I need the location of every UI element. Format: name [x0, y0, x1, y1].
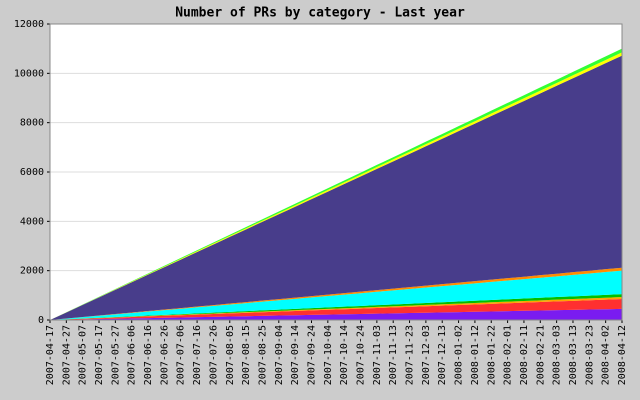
- x-tick-label: 2007-08-25: [257, 325, 268, 385]
- area: [50, 299, 622, 320]
- y-tick-label: 0: [38, 315, 44, 326]
- x-tick-label: 2007-04-17: [45, 325, 56, 385]
- x-tick-label: 2007-08-05: [225, 325, 236, 385]
- area: [50, 267, 622, 320]
- area: [50, 294, 622, 320]
- x-tick-label: 2007-10-14: [339, 325, 350, 385]
- x-tick-label: 2008-02-11: [519, 325, 530, 385]
- x-tick-label: 2007-06-06: [127, 325, 138, 385]
- x-tick-label: 2007-10-04: [323, 325, 334, 385]
- x-tick-label: 2008-01-12: [470, 325, 481, 385]
- x-tick-label: 2007-09-04: [274, 325, 285, 385]
- x-tick-label: 2007-12-13: [437, 325, 448, 385]
- y-tick-label: 2000: [20, 266, 44, 277]
- y-tick-label: 4000: [20, 216, 44, 227]
- x-tick-label: 2007-10-24: [356, 325, 367, 385]
- x-tick-label: 2007-11-23: [405, 325, 416, 385]
- x-tick-label: 2007-11-13: [388, 325, 399, 385]
- x-tick-label: 2008-01-22: [486, 325, 497, 385]
- plot-border: [49, 23, 623, 321]
- x-tick-label: 2007-06-16: [143, 325, 154, 385]
- x-tick-label: 2007-11-03: [372, 325, 383, 385]
- area: [50, 55, 622, 320]
- chart-title: Number of PRs by category - Last year: [175, 6, 465, 21]
- x-tick-label: 2008-03-13: [568, 325, 579, 385]
- x-tick-label: 2007-05-17: [94, 325, 105, 385]
- x-tick-label: 2008-03-03: [552, 325, 563, 385]
- area: [50, 48, 622, 321]
- y-tick-label: 6000: [20, 167, 44, 178]
- x-tick-label: 2007-09-24: [306, 325, 317, 385]
- y-tick-label: 12000: [14, 19, 44, 30]
- x-tick-label: 2008-04-12: [617, 325, 628, 385]
- x-tick-label: 2008-02-01: [503, 325, 514, 385]
- x-tick-label: 2007-04-27: [61, 325, 72, 385]
- x-tick-label: 2008-03-23: [584, 325, 595, 385]
- x-tick-label: 2007-07-06: [176, 325, 187, 385]
- x-tick-label: 2007-07-26: [208, 325, 219, 385]
- x-tick-label: 2007-06-26: [159, 325, 170, 385]
- x-tick-label: 2007-05-27: [110, 325, 121, 385]
- x-tick-label: 2007-07-16: [192, 325, 203, 385]
- area: [50, 270, 622, 320]
- y-tick-label: 10000: [14, 68, 44, 79]
- x-tick-label: 2008-02-21: [535, 325, 546, 385]
- x-tick-label: 2008-04-02: [601, 325, 612, 385]
- x-tick-label: 2007-05-07: [78, 325, 89, 385]
- x-tick-label: 2007-12-03: [421, 325, 432, 385]
- area: [50, 308, 622, 320]
- x-tick-label: 2008-01-02: [454, 325, 465, 385]
- x-tick-label: 2007-08-15: [241, 325, 252, 385]
- y-tick-label: 8000: [20, 118, 44, 129]
- x-tick-label: 2007-09-14: [290, 325, 301, 385]
